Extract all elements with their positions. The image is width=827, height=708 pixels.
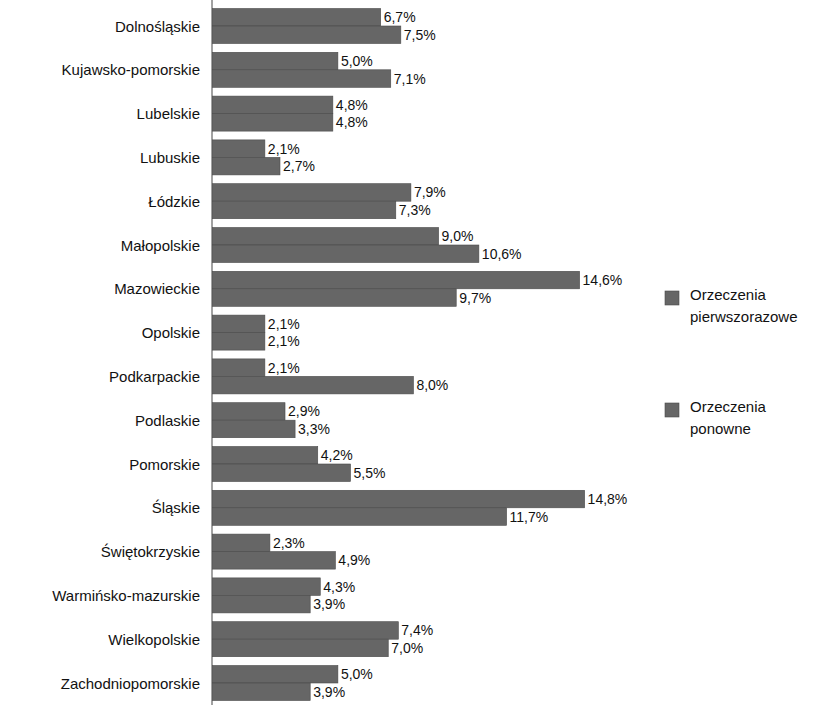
category-label: Opolskie [142,324,200,341]
category-label: Podlaskie [135,412,200,429]
category-label: Podkarpackie [109,368,200,385]
bar [212,683,310,701]
bar [212,376,413,394]
chart: Dolnośląskie Kujawsko-pomorskie Lubelskie L… [0,0,827,708]
category-label: Zachodniopomorskie [61,675,200,692]
category-label: Łódzkie [148,193,200,210]
data-label: 7,1% [394,71,426,87]
bar [212,534,270,552]
data-label: 11,7% [510,509,549,525]
bar [212,490,585,508]
data-label: 5,5% [353,465,385,481]
bar [212,420,295,438]
bar [212,552,335,570]
data-label: 3,3% [298,421,330,437]
bar [212,289,456,307]
legend-label-line: Orzeczenia [690,398,767,415]
bar [212,114,333,132]
bar [212,228,439,246]
data-label: 3,9% [313,684,345,700]
legend-label-line: pierwszorazowe [690,308,798,325]
data-label: 14,6% [583,272,623,288]
data-label: 4,8% [336,114,368,130]
bar [212,70,391,88]
bar [212,359,265,377]
data-label: 2,9% [288,403,320,419]
data-label: 7,5% [404,27,436,43]
category-label: Małopolskie [121,237,200,254]
bar [212,508,507,526]
data-label: 4,2% [321,447,353,463]
category-label: Kujawsko-pomorskie [62,61,200,78]
data-label: 3,9% [313,596,345,612]
legend-label: Orzeczenia pierwszorazowe [690,286,798,325]
category-label: Pomorskie [129,456,200,473]
category-label: Mazowieckie [114,280,200,297]
bar [212,333,265,351]
data-label: 6,7% [384,9,416,25]
data-label: 14,8% [588,491,628,507]
bar [212,9,381,27]
data-label: 7,3% [399,202,431,218]
data-label: 10,6% [482,246,522,262]
data-label: 2,3% [273,535,305,551]
data-label: 5,0% [341,666,373,682]
bar [212,26,401,44]
data-label: 2,1% [268,360,300,376]
category-label: Lubelskie [137,105,200,122]
legend-label: Orzeczenia ponowne [690,398,767,437]
data-labels: 6,7%5,0%4,8%2,1%7,9%9,0%14,6%2,1%2,1%2,9… [268,9,627,700]
category-label: Warmińsko-mazurskie [52,587,200,604]
category-label: Lubuskie [140,149,200,166]
data-label: 9,0% [442,228,474,244]
category-label: Świętokrzyskie [101,543,200,560]
data-label: 2,1% [268,141,300,157]
category-label: Dolnośląskie [115,18,200,35]
bar [212,157,280,175]
bar [212,184,411,202]
bar [212,578,320,596]
data-label: 4,3% [323,579,355,595]
bar [212,622,398,640]
legend-label-line: ponowne [690,420,751,437]
bar [212,666,338,684]
bar [212,245,479,263]
data-label: 7,0% [391,640,423,656]
category-label: Śląskie [152,499,200,516]
bar [212,140,265,158]
category-label: Wielkopolskie [108,631,200,648]
bar [212,52,338,70]
data-label: 2,1% [268,316,300,332]
bar [212,315,265,333]
legend-swatch [665,291,679,305]
data-label: 5,0% [341,53,373,69]
data-label: 9,7% [459,290,491,306]
bar [212,595,310,613]
data-label: 4,9% [338,552,370,568]
data-label: 4,8% [336,97,368,113]
bar [212,464,350,482]
bar [212,96,333,114]
bar [212,201,396,219]
bar [212,403,285,421]
legend-swatch [665,403,679,417]
data-label: 2,7% [283,158,315,174]
bar [212,639,388,657]
bar [212,271,580,289]
bar [212,447,318,465]
data-label: 7,9% [414,184,446,200]
data-label: 2,1% [268,333,300,349]
bars [212,9,585,701]
legend-label-line: Orzeczenia [690,286,767,303]
data-label: 7,4% [401,622,433,638]
data-label: 8,0% [416,377,448,393]
